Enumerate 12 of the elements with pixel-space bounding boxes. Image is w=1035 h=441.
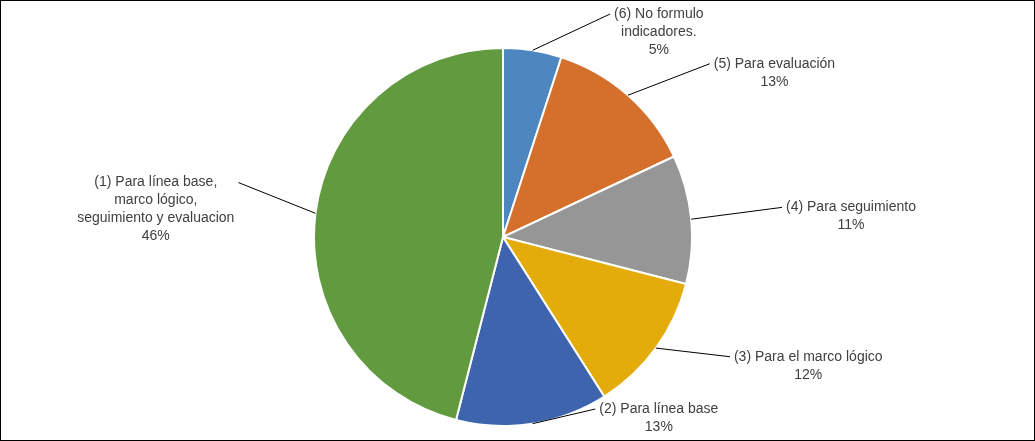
- data-label: 13%: [644, 417, 673, 434]
- data-label: 11%: [837, 216, 865, 233]
- data-label: 5%: [648, 40, 669, 57]
- slice-label: (6) No formulo indicadores.: [614, 4, 704, 39]
- data-label: 13%: [760, 72, 789, 89]
- slice-label: (5) Para evaluación: [713, 54, 836, 71]
- data-label: 12%: [794, 365, 823, 382]
- slice-label: (4) Para seguimiento: [786, 198, 917, 215]
- data-label: 46%: [141, 227, 170, 244]
- slice-label: (2) Para línea base: [599, 399, 719, 416]
- slice-label: (3) Para el marco lógico: [733, 347, 883, 364]
- slice-label: (1) Para línea base, marco lógico, seguimiento y evaluacion: [77, 173, 235, 226]
